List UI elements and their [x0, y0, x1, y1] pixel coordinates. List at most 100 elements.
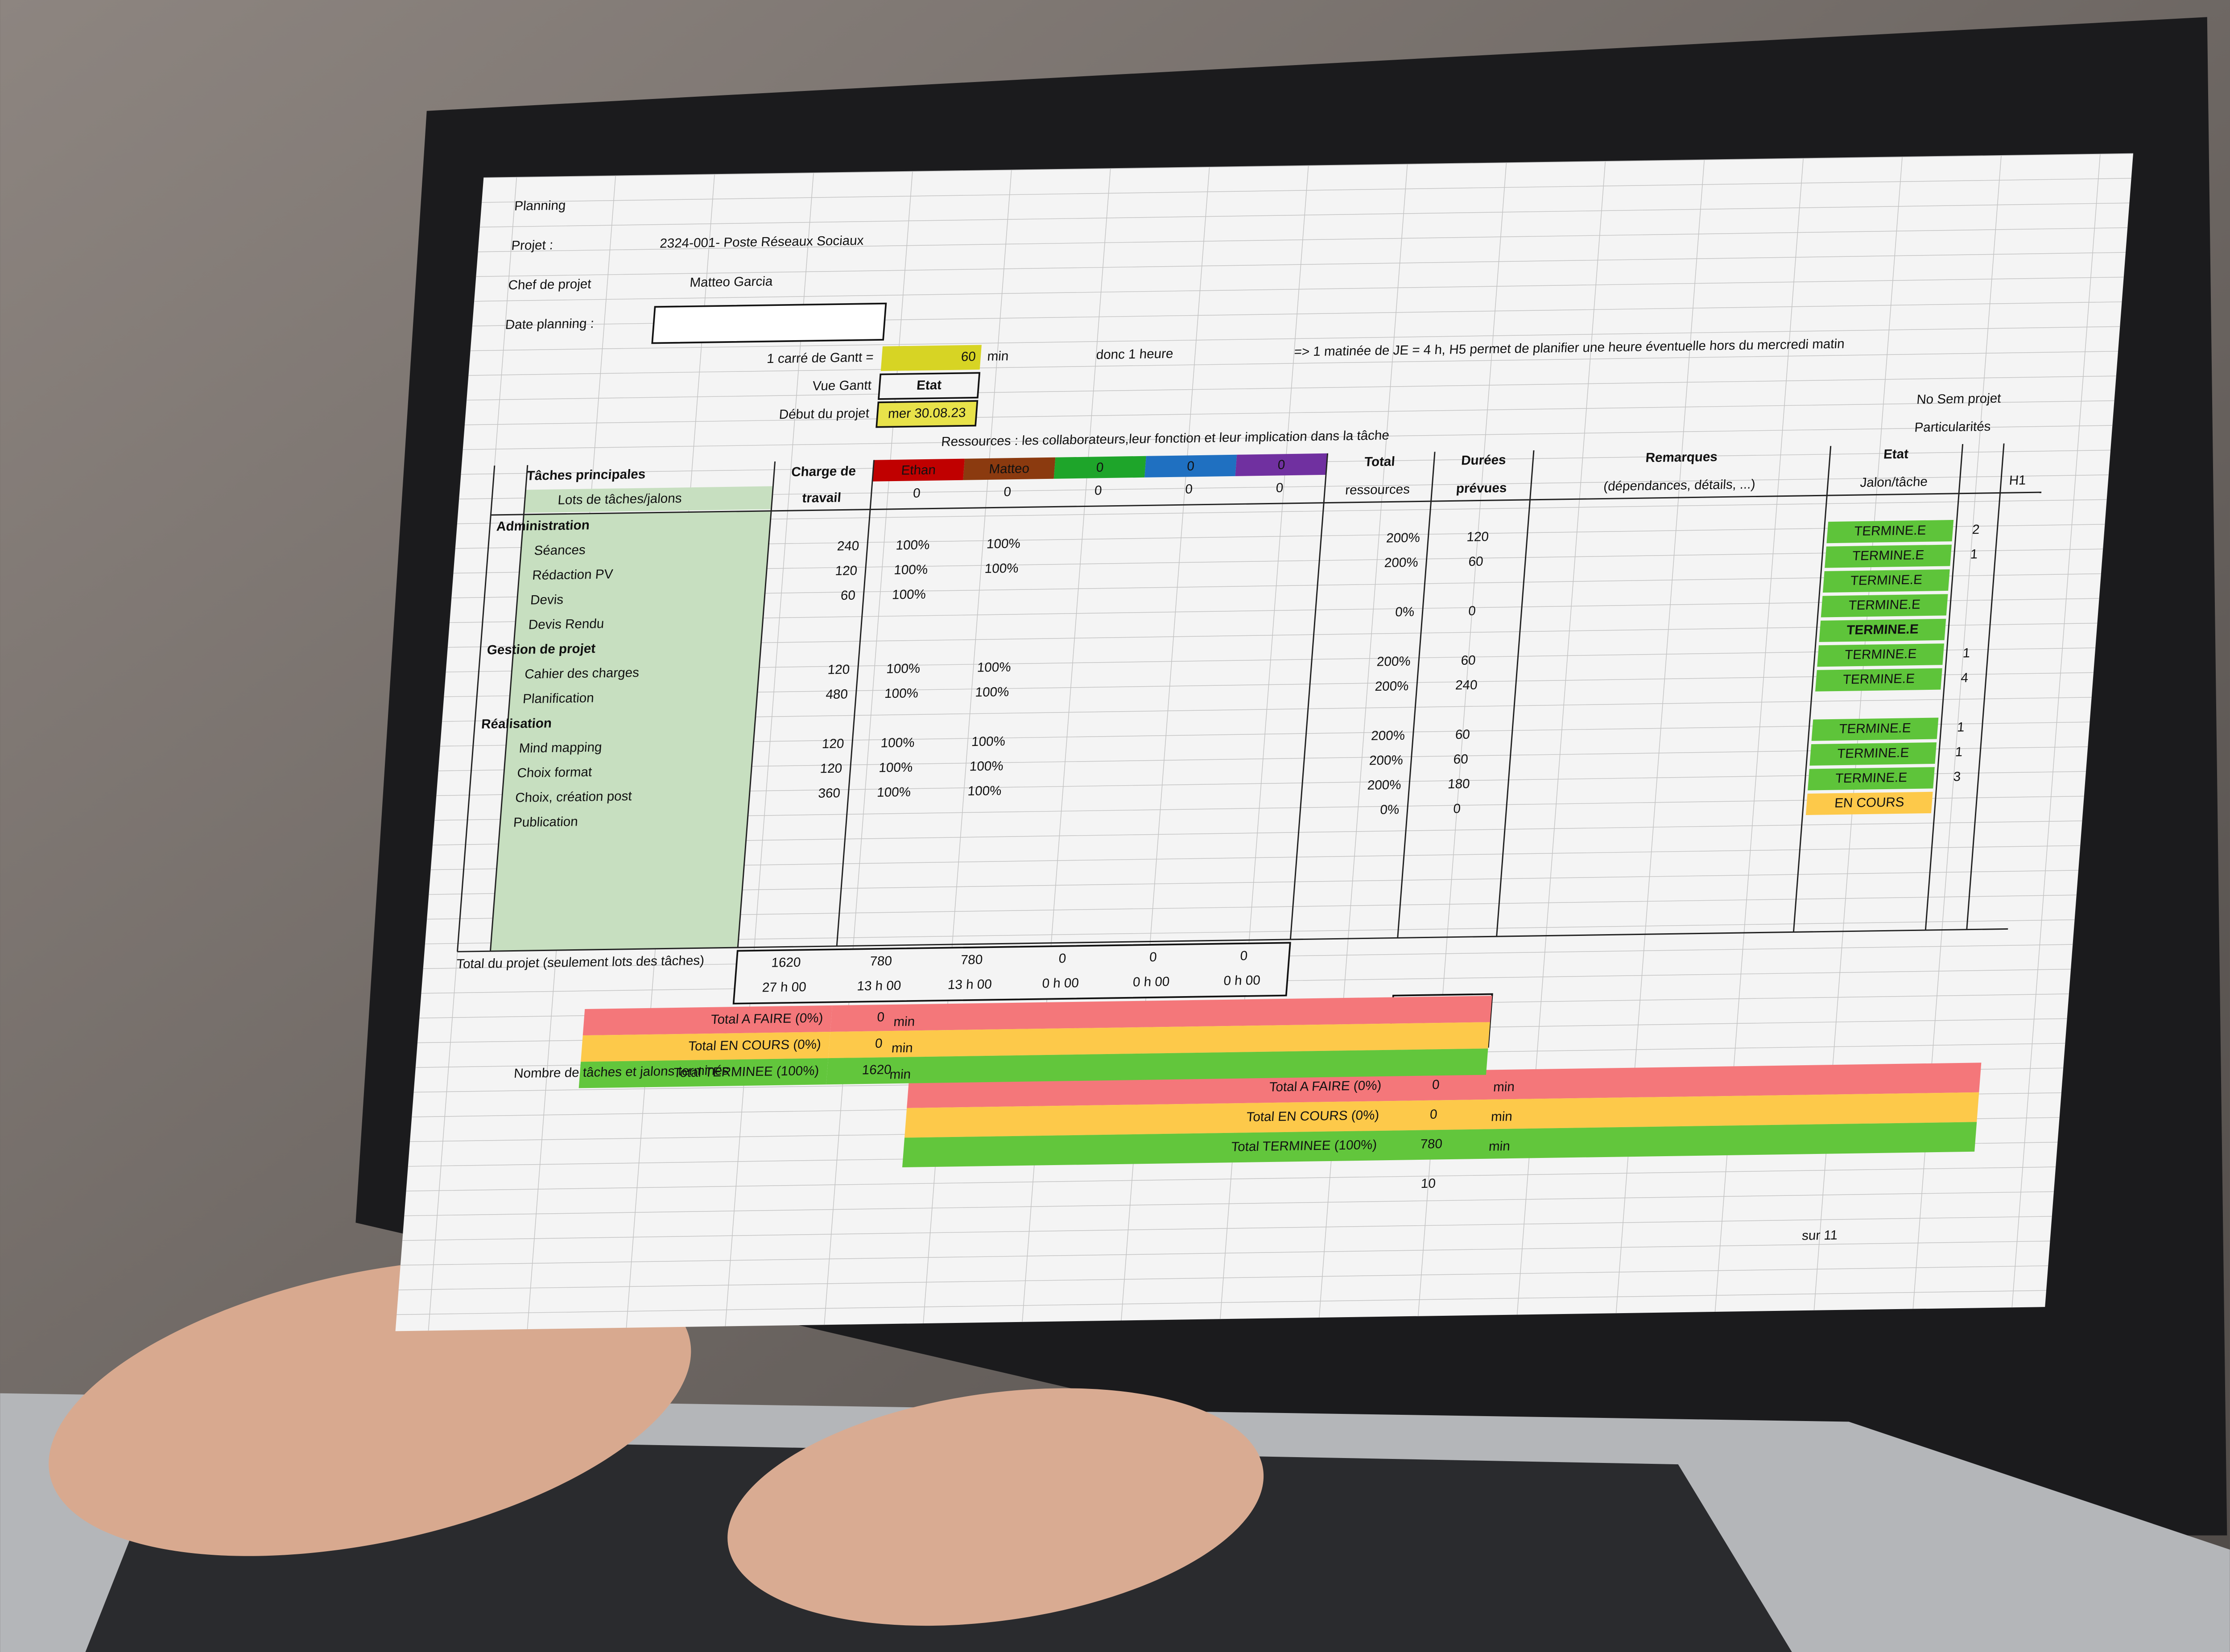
- cell-text: 0: [1276, 481, 1284, 495]
- grid-line: [467, 375, 2116, 401]
- grid-line: [463, 425, 2113, 450]
- cell-text: 100%: [977, 660, 1012, 675]
- state-cell: [1809, 742, 1937, 766]
- resource-header: [1235, 453, 1328, 476]
- grid-line: [400, 1240, 2050, 1266]
- cell-text: 0: [1453, 801, 1461, 816]
- cell-text: 180: [1447, 776, 1470, 791]
- column-border: [737, 461, 776, 948]
- cell-text: Planning: [514, 198, 566, 214]
- cell-text: 1620: [862, 1062, 892, 1077]
- status-bar: [830, 996, 1492, 1032]
- cell-text: min: [1491, 1109, 1513, 1125]
- grid-line: [402, 1216, 2052, 1241]
- state-cell: [1817, 643, 1945, 667]
- cell-text: 0: [1429, 1107, 1438, 1122]
- cell-text: 0: [1149, 950, 1157, 964]
- cell-text: Etat: [916, 378, 942, 393]
- grid-line: [474, 276, 2124, 302]
- cell-text: Matteo Garcia: [689, 274, 773, 290]
- column-border: [490, 465, 529, 952]
- cell-text: 1: [1955, 745, 1963, 759]
- cell-text: Total EN COURS (0%): [688, 1037, 822, 1054]
- task-column: [490, 511, 772, 952]
- cell-text: Total EN COURS (0%): [1246, 1108, 1380, 1125]
- start-box: [875, 400, 979, 428]
- cell-text: Chef de projet: [508, 277, 592, 293]
- cell-text: Date planning :: [505, 316, 595, 332]
- cell-text: 200%: [1376, 654, 1411, 669]
- column-border: [1924, 444, 1964, 931]
- left-hand: [49, 1259, 691, 1556]
- cell-text: sur 11: [1801, 1228, 1838, 1243]
- cell-text: 60: [1468, 554, 1483, 569]
- cell-text: Total TERMINEE (100%): [673, 1063, 820, 1080]
- grid-line: [482, 178, 2131, 203]
- cell-text: 0: [1432, 1077, 1440, 1092]
- cell-text: 0: [876, 1010, 885, 1025]
- resource-header: [963, 457, 1056, 480]
- cell-text: 60: [840, 588, 856, 603]
- task-name: Publication: [513, 814, 578, 830]
- cell-text: 3: [1953, 769, 1961, 784]
- cell-text: 780: [960, 952, 983, 968]
- resource-header: [872, 458, 965, 482]
- cell-text: TERMINE.E: [1837, 746, 1910, 761]
- cell-text: Etat: [1883, 447, 1909, 462]
- cell-text: min: [893, 1014, 915, 1030]
- column-border: [836, 460, 875, 946]
- cell-text: 0: [1239, 948, 1248, 963]
- grid-line: [479, 202, 2130, 228]
- cell-text: 13 h 00: [947, 977, 992, 992]
- grid-line: [468, 351, 2118, 376]
- cell-text: 0%: [1379, 802, 1400, 817]
- totals-box: [732, 942, 1291, 1005]
- cell-text: 0: [1058, 951, 1067, 966]
- cell-text: 1: [1962, 646, 1971, 660]
- group-name: Réalisation: [481, 716, 552, 732]
- state-cell: [1826, 520, 1954, 544]
- cell-text: TERMINE.E: [1850, 573, 1923, 588]
- view-box: [878, 372, 981, 400]
- cell-text: 100%: [880, 735, 915, 750]
- cell-text: Jalon/tâche: [1859, 474, 1928, 490]
- column-border: [1496, 450, 1535, 937]
- cell-text: Ethan: [900, 462, 936, 478]
- status-bar: [828, 1022, 1490, 1059]
- task-name: Mind mapping: [519, 740, 603, 756]
- table-border: [457, 928, 2008, 952]
- cell-text: 100%: [876, 785, 911, 800]
- grid-line: [470, 326, 2120, 351]
- cell-text: ressources: [1345, 482, 1410, 498]
- cell-text: 780: [869, 954, 892, 969]
- cell-text: 200%: [1375, 679, 1409, 694]
- status-label-cell: [581, 1032, 830, 1062]
- cell-text: 780: [1420, 1137, 1443, 1152]
- cell-text: 0: [875, 1036, 883, 1051]
- status-bar: [826, 1048, 1488, 1085]
- right-hand: [727, 1388, 1264, 1626]
- cell-text: Particularités: [1914, 419, 1991, 435]
- cell-text: 0 h 00: [1223, 973, 1261, 988]
- cell-text: 100%: [895, 538, 930, 553]
- cell-text: Total A FAIRE (0%): [710, 1011, 824, 1027]
- cell-text: 360: [818, 786, 841, 801]
- cell-text: 1 carré de Gantt =: [766, 350, 874, 366]
- state-cell: [1819, 618, 1946, 642]
- cell-text: 60: [961, 349, 976, 364]
- cell-text: TERMINE.E: [1842, 671, 1916, 687]
- state-cell: [1811, 717, 1939, 741]
- cell-text: 60: [1455, 727, 1470, 742]
- cell-text: 13 h 00: [856, 978, 901, 993]
- task-name: Rédaction PV: [532, 567, 614, 583]
- cell-text: Charge de: [791, 464, 856, 479]
- state-cell: [1815, 668, 1942, 692]
- task-name: Cahier des charges: [524, 665, 640, 682]
- grid-line: [478, 227, 2128, 252]
- task-name: Choix, création post: [515, 789, 633, 805]
- cell-text: 240: [837, 539, 860, 554]
- cell-text: (dépendances, détails, ...): [1603, 477, 1756, 494]
- cell-text: min: [1493, 1079, 1515, 1095]
